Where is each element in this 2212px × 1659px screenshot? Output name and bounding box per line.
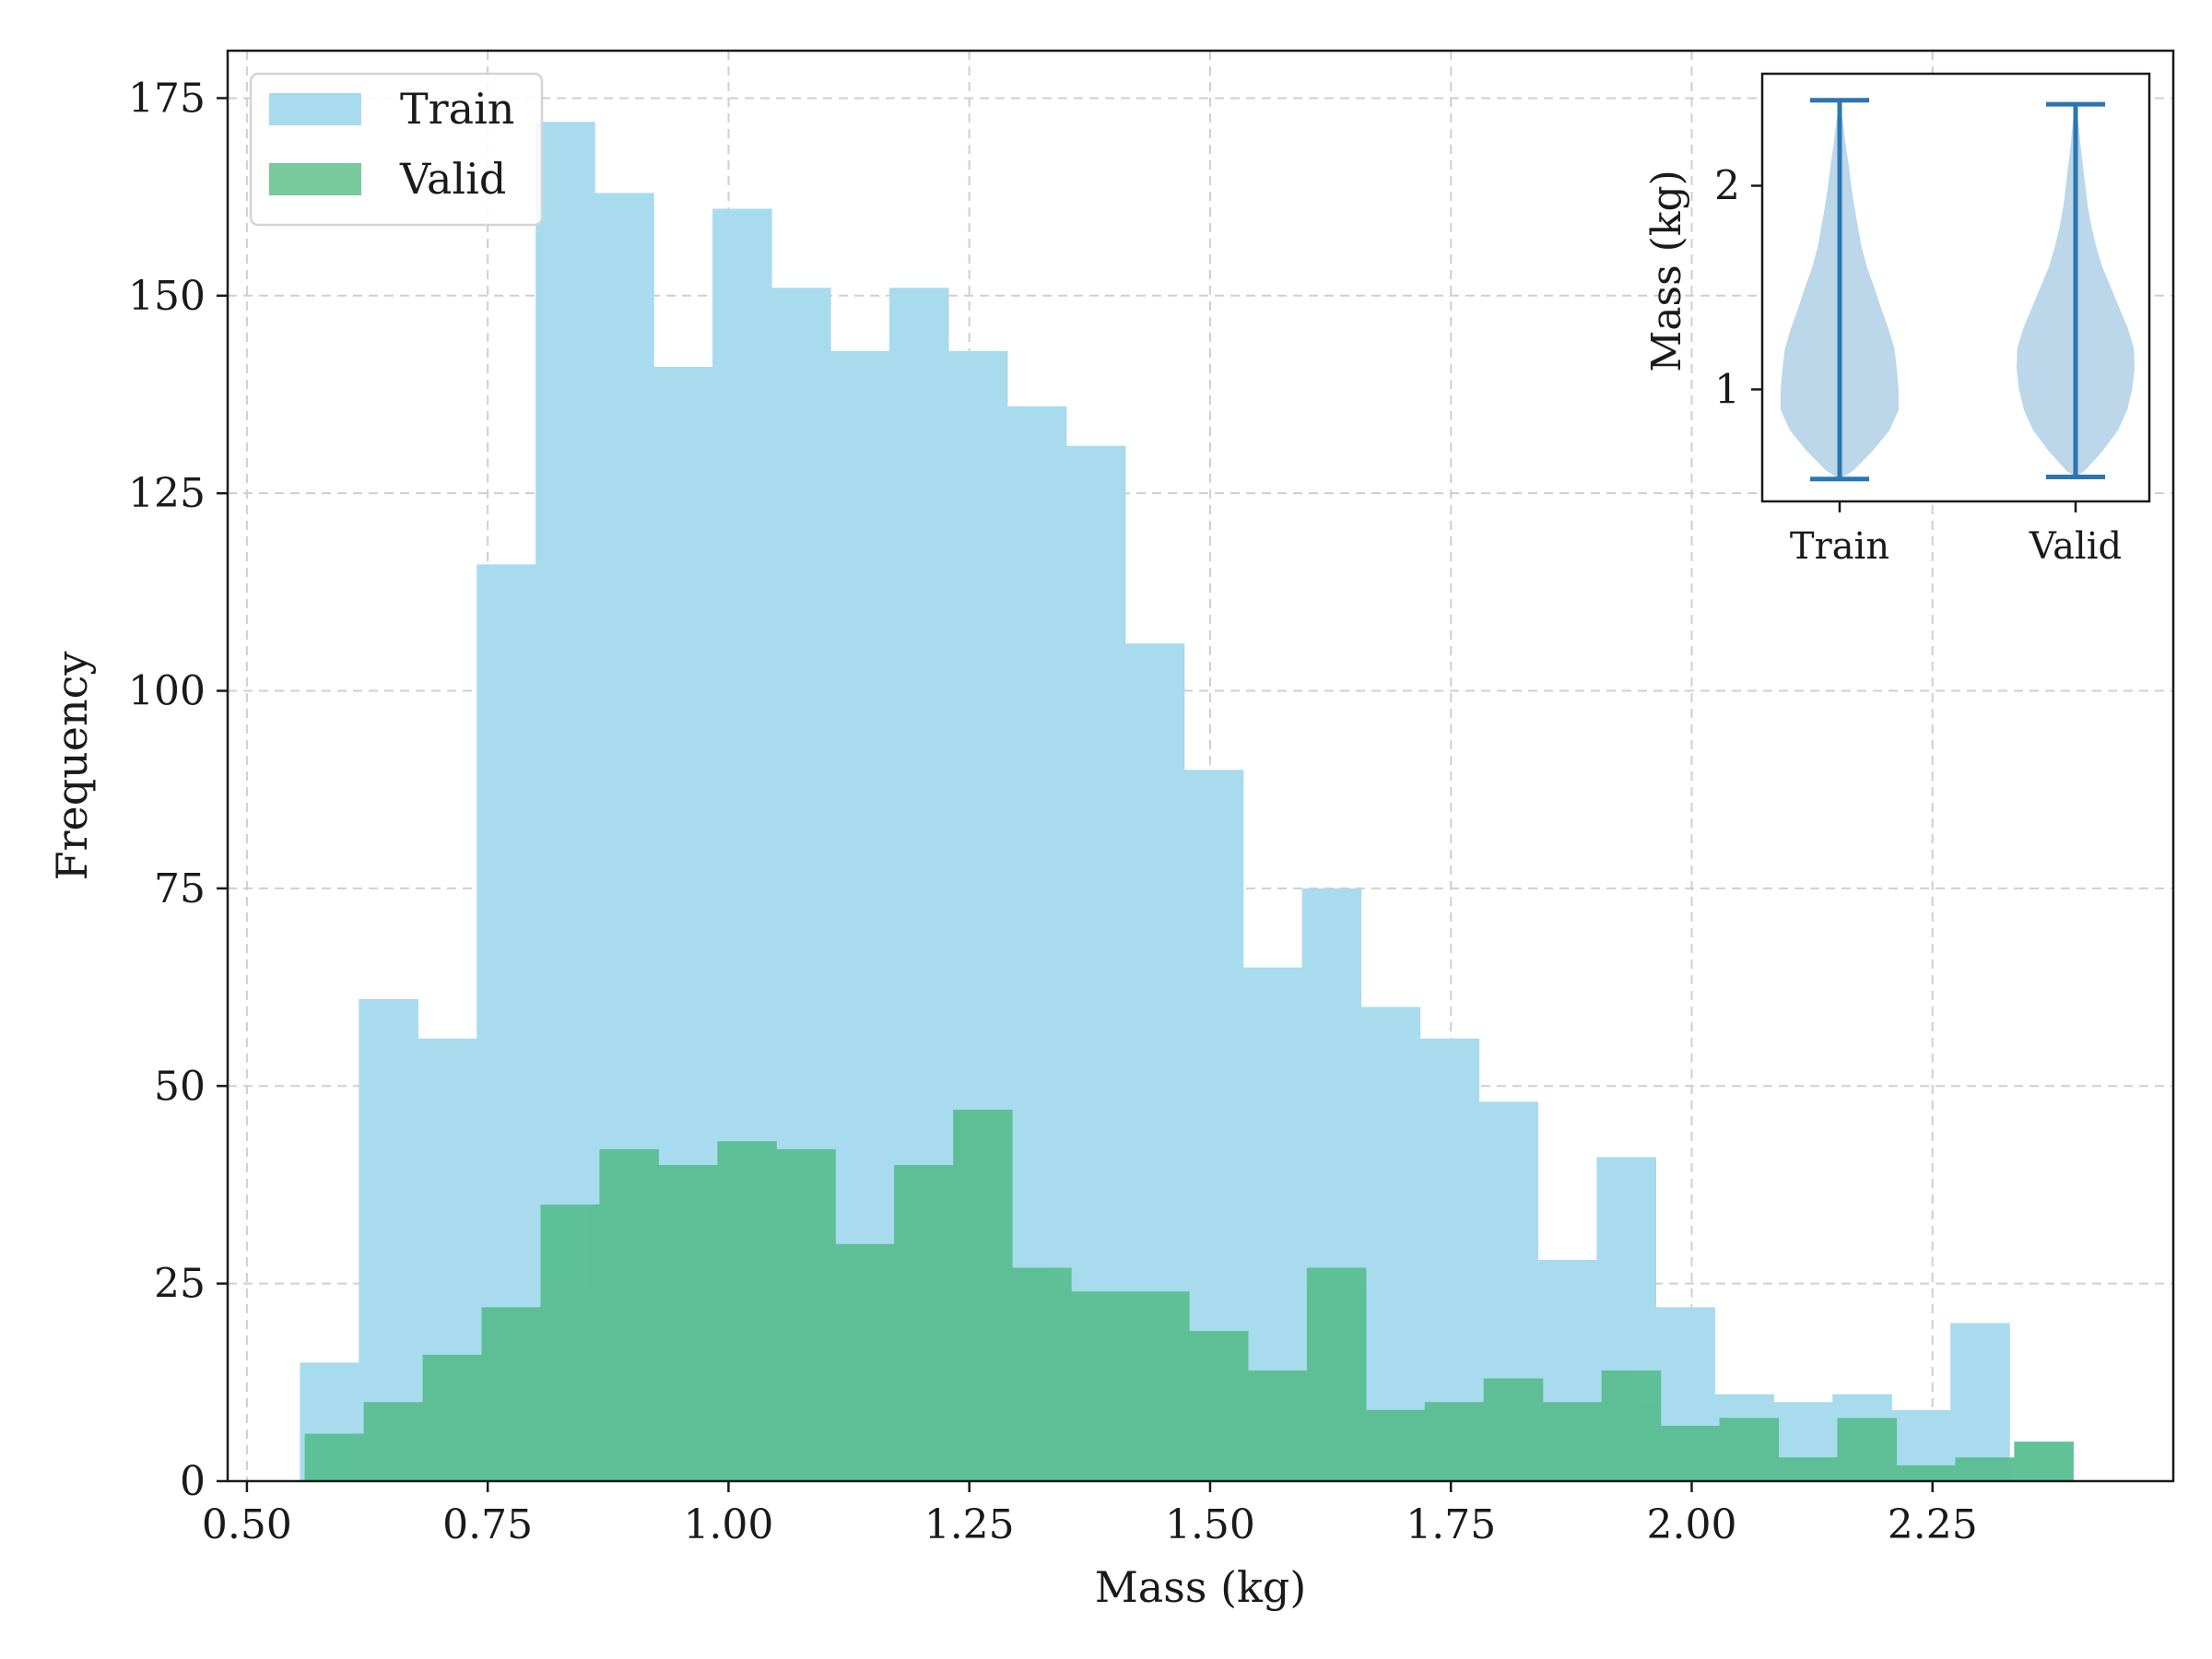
bar-valid-25 <box>1778 1457 1839 1481</box>
y-tick-label-7: 175 <box>128 75 206 122</box>
x-tick-label-4: 1.50 <box>1165 1501 1255 1548</box>
bar-valid-11 <box>953 1109 1013 1481</box>
y-tick-label-6: 150 <box>128 273 206 320</box>
bar-valid-4 <box>540 1204 600 1481</box>
bar-valid-24 <box>1719 1418 1780 1481</box>
inset-y-tick-label-1: 2 <box>1714 163 1740 210</box>
x-tick-label-1: 0.75 <box>442 1501 533 1548</box>
bar-valid-7 <box>717 1141 777 1481</box>
bar-valid-27 <box>1896 1465 1957 1481</box>
y-tick-label-0: 0 <box>180 1458 206 1505</box>
bar-valid-22 <box>1601 1370 1662 1481</box>
bar-valid-29 <box>2014 1441 2074 1481</box>
bar-valid-18 <box>1365 1409 1426 1481</box>
legend-swatch-valid <box>269 163 361 195</box>
bar-train-28 <box>1950 1323 2010 1481</box>
x-tick-label-5: 1.75 <box>1406 1501 1496 1548</box>
y-tick-label-5: 125 <box>128 470 206 517</box>
inset-axes: Train Valid 1 2 <box>1714 163 2122 568</box>
bar-valid-21 <box>1542 1402 1603 1481</box>
bar-valid-3 <box>481 1307 542 1481</box>
y-axis-title: Frequency <box>47 652 97 881</box>
series-valid <box>304 1109 2074 1481</box>
bar-valid-5 <box>599 1148 659 1481</box>
x-tick-label-0: 0.50 <box>202 1501 292 1548</box>
y-tick-label-3: 75 <box>154 865 206 912</box>
bar-valid-12 <box>1012 1267 1072 1481</box>
bar-valid-0 <box>304 1433 365 1481</box>
inset-y-tick-label-0: 1 <box>1714 366 1740 413</box>
main-axes: 0.50 0.75 1.00 1.25 1.50 1.75 2.00 2.25 0 25 50 75 1… <box>128 75 1978 1548</box>
bar-valid-2 <box>422 1354 483 1481</box>
bar-train-18 <box>1360 1006 1421 1481</box>
inset-violins <box>1780 98 2136 482</box>
bar-valid-15 <box>1188 1331 1249 1481</box>
bar-valid-20 <box>1483 1378 1544 1481</box>
bar-valid-17 <box>1306 1267 1367 1481</box>
x-axis-title: Mass (kg) <box>1095 1562 1307 1612</box>
bar-valid-8 <box>776 1148 836 1481</box>
x-tick-label-7: 2.25 <box>1888 1501 1978 1548</box>
bar-valid-1 <box>363 1402 424 1481</box>
bar-valid-13 <box>1071 1291 1131 1481</box>
inset-y-axis-title: Mass (kg) <box>1643 170 1690 372</box>
y-tick-label-2: 50 <box>154 1063 206 1110</box>
y-tick-label-1: 25 <box>154 1261 206 1308</box>
x-tick-label-6: 2.00 <box>1646 1501 1736 1548</box>
inset-x-tick-label-train: Train <box>1790 525 1889 568</box>
bar-valid-28 <box>1955 1457 2015 1481</box>
main-bars <box>300 122 2074 1482</box>
legend-label-train: Train <box>400 84 514 134</box>
bar-valid-6 <box>658 1165 718 1481</box>
inset-violin-plot: Train Valid 1 2 Mass (kg) <box>1643 72 2151 568</box>
bar-valid-9 <box>835 1243 895 1481</box>
bar-valid-14 <box>1130 1291 1190 1481</box>
inset-x-tick-label-valid: Valid <box>2029 525 2122 568</box>
bar-valid-10 <box>894 1165 954 1481</box>
x-tick-label-3: 1.25 <box>924 1501 1015 1548</box>
x-tick-label-2: 1.00 <box>683 1501 773 1548</box>
y-tick-label-4: 100 <box>128 668 206 715</box>
bar-valid-26 <box>1837 1418 1898 1481</box>
legend-swatch-train <box>269 93 361 125</box>
bar-valid-23 <box>1660 1425 1721 1481</box>
bar-train-1 <box>359 998 418 1481</box>
inset-frame <box>1760 72 2151 503</box>
legend: Train Valid <box>249 72 544 227</box>
bar-valid-16 <box>1247 1370 1308 1481</box>
legend-label-valid: Valid <box>399 154 506 204</box>
bar-valid-19 <box>1424 1402 1485 1481</box>
main-plot-frame <box>226 49 2175 1483</box>
